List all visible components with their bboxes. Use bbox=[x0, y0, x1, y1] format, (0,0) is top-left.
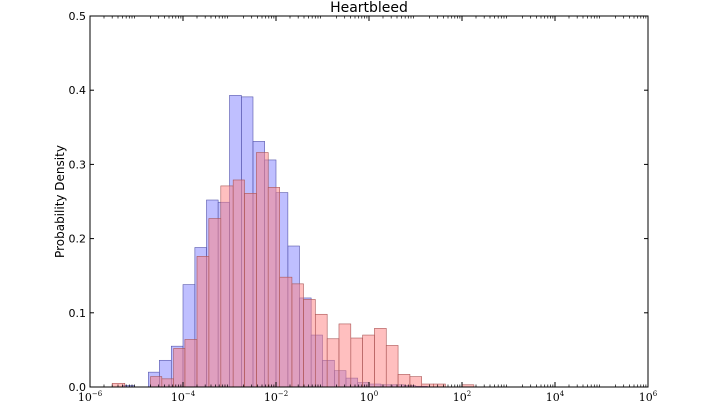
x-tick-label: 10−4 bbox=[171, 390, 196, 404]
x-tick-label: 10−6 bbox=[78, 390, 103, 404]
bar-series-1-bin-9 bbox=[244, 193, 257, 388]
x-tick-label: 104 bbox=[546, 390, 565, 404]
bar-series-1-bin-0 bbox=[111, 382, 126, 388]
bar-series-1-bin-16 bbox=[326, 338, 340, 388]
x-tick-label: 106 bbox=[639, 390, 658, 404]
bar-series-1-bin-15 bbox=[314, 313, 328, 388]
bar-series-1-bin-11 bbox=[267, 187, 280, 388]
y-tick-label: 0.1 bbox=[69, 307, 87, 320]
bar-series-1-bin-8 bbox=[232, 179, 245, 388]
chart-title: Heartbleed bbox=[330, 0, 408, 16]
bar-series-1-bin-10 bbox=[256, 152, 269, 388]
y-axis-label: Probability Density bbox=[53, 145, 67, 258]
y-tick-label: 0.0 bbox=[69, 381, 87, 394]
bar-series-1-bin-2 bbox=[161, 378, 174, 388]
ticks-layer: 0.0 0.1 0.2 0.3 0.4 0.5 10−6 10−4 10−2 100 102 104 1… bbox=[69, 10, 658, 404]
y-tick-label: 0.2 bbox=[69, 233, 87, 246]
y-tick-label: 0.4 bbox=[69, 84, 87, 97]
y-tick-label: 0.5 bbox=[69, 10, 87, 23]
bars-layer bbox=[111, 95, 475, 388]
bar-series-1-bin-19 bbox=[362, 334, 375, 388]
bar-series-1-bin-5 bbox=[196, 256, 210, 388]
bar-series-1-bin-21 bbox=[385, 345, 399, 388]
y-tick-label: 0.3 bbox=[69, 158, 87, 171]
bar-series-1-bin-20 bbox=[374, 328, 387, 388]
bar-series-1-bin-23 bbox=[409, 376, 422, 388]
x-tick-label: 100 bbox=[360, 390, 378, 404]
bar-series-1-bin-18 bbox=[350, 337, 363, 388]
bar-series-1-bin-7 bbox=[220, 185, 234, 388]
bar-series-1-bin-13 bbox=[291, 283, 304, 388]
bar-series-1-bin-17 bbox=[338, 323, 352, 388]
plot-frame bbox=[89, 15, 649, 388]
bar-series-1-bin-4 bbox=[184, 339, 198, 388]
bar-series-1-bin-3 bbox=[173, 348, 186, 388]
bar-series-1-bin-12 bbox=[279, 276, 293, 388]
bar-series-1-bin-14 bbox=[303, 299, 316, 388]
bar-series-1-bin-6 bbox=[208, 218, 222, 388]
x-tick-label: 102 bbox=[453, 390, 471, 404]
x-tick-label: 10−2 bbox=[264, 390, 288, 404]
bar-series-1-bin-1 bbox=[150, 376, 163, 388]
